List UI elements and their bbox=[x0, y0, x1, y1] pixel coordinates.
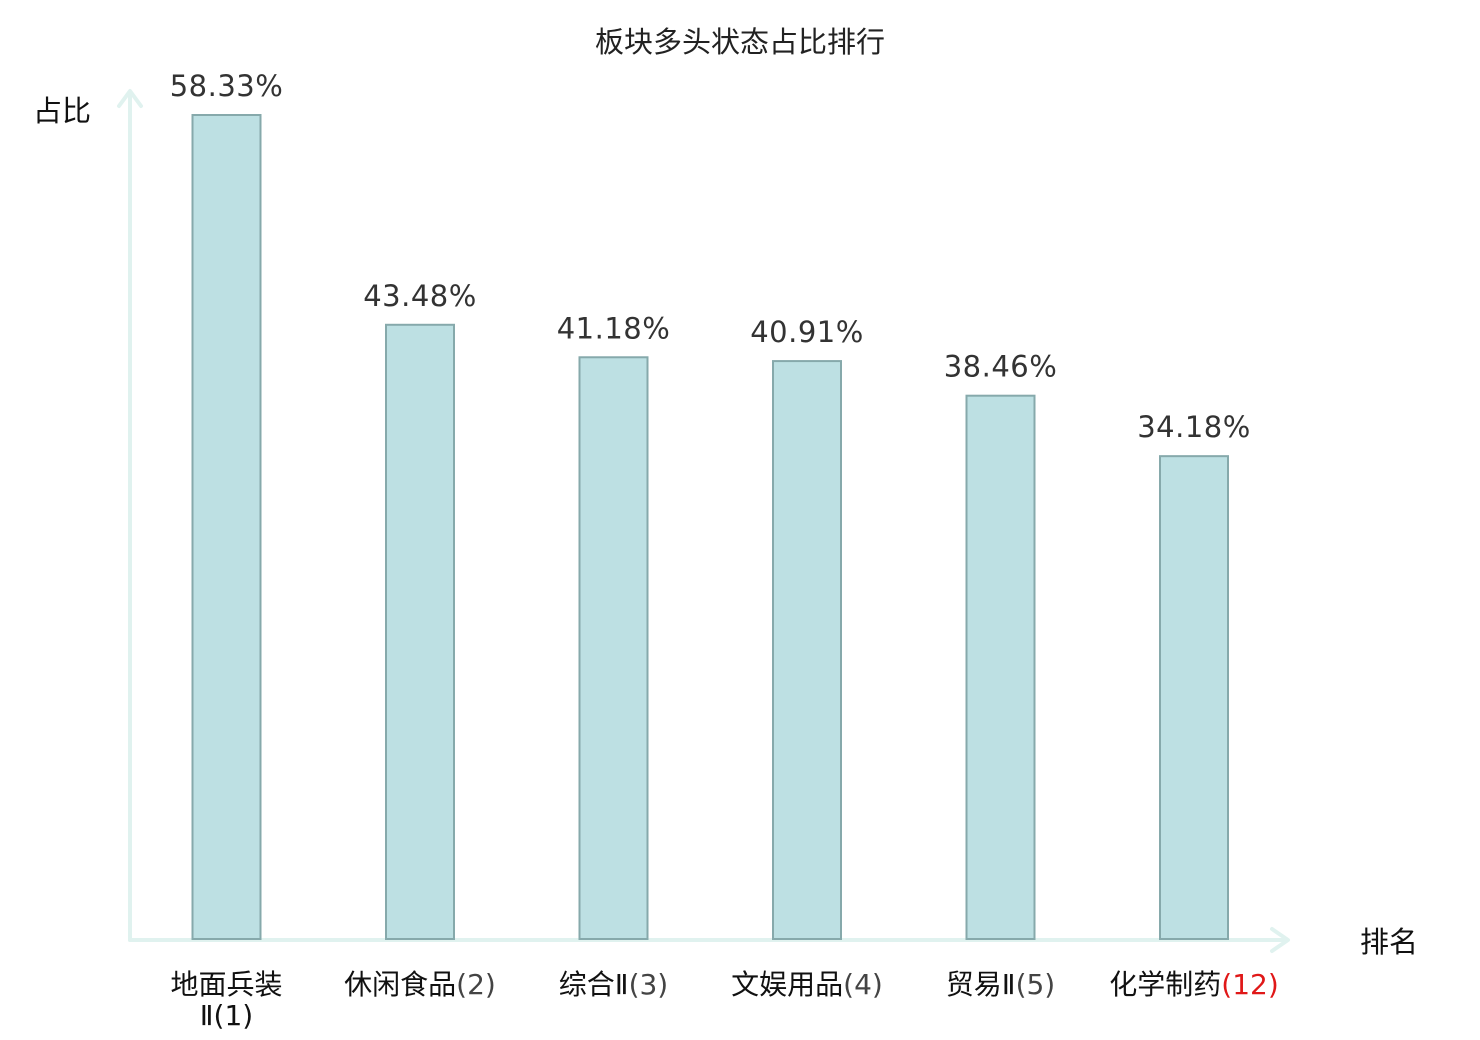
value-label-3: 41.18% bbox=[557, 311, 671, 345]
category-label-2: 休闲食品(2) bbox=[344, 968, 496, 1001]
value-labels-layer: 58.33% 43.48% 41.18% 40.91% 38.46% 34.18% bbox=[170, 69, 1251, 444]
bar-1 bbox=[191, 114, 262, 940]
category-name-5: 贸易Ⅱ bbox=[946, 968, 1016, 1001]
y-axis-label: 占比 bbox=[33, 94, 91, 128]
bar-4 bbox=[772, 360, 842, 941]
bars-layer bbox=[191, 114, 1229, 941]
bar-2 bbox=[385, 323, 455, 940]
category-name-2: 休闲食品 bbox=[344, 968, 456, 1001]
category-rank-5: (5) bbox=[1016, 968, 1056, 1001]
value-label-1: 58.33% bbox=[170, 69, 284, 103]
value-label-6: 34.18% bbox=[1137, 410, 1251, 444]
category-label-3: 综合Ⅱ(3) bbox=[559, 968, 668, 1001]
value-label-4: 40.91% bbox=[750, 315, 864, 349]
bar-5 bbox=[965, 394, 1036, 940]
category-rank-4: (4) bbox=[843, 968, 883, 1001]
category-rank-2: (2) bbox=[456, 968, 496, 1001]
category-label-6: 化学制药(12) bbox=[1109, 968, 1279, 1001]
category-name-6: 化学制药 bbox=[1109, 968, 1221, 1001]
category-rank-3: (3) bbox=[629, 968, 669, 1001]
category-name-4: 文娱用品 bbox=[731, 968, 843, 1001]
x-axis-arrow bbox=[1270, 927, 1290, 953]
category-name-3: 综合Ⅱ bbox=[559, 968, 629, 1001]
y-axis-arrow bbox=[117, 89, 143, 108]
x-axis-label: 排名 bbox=[1360, 925, 1418, 959]
value-label-2: 43.48% bbox=[363, 279, 477, 313]
category-rank-6: (12) bbox=[1221, 968, 1278, 1001]
category-label-4: 文娱用品(4) bbox=[731, 968, 883, 1001]
chart-title: 板块多头状态占比排行 bbox=[595, 25, 885, 59]
category-label-5: 贸易Ⅱ(5) bbox=[946, 968, 1055, 1001]
bar-3 bbox=[578, 356, 649, 940]
category-label-1-line2: Ⅱ(1) bbox=[200, 999, 253, 1032]
bar-6 bbox=[1159, 455, 1229, 940]
value-label-5: 38.46% bbox=[944, 350, 1058, 384]
category-label-1: 地面兵装 bbox=[170, 968, 282, 1001]
